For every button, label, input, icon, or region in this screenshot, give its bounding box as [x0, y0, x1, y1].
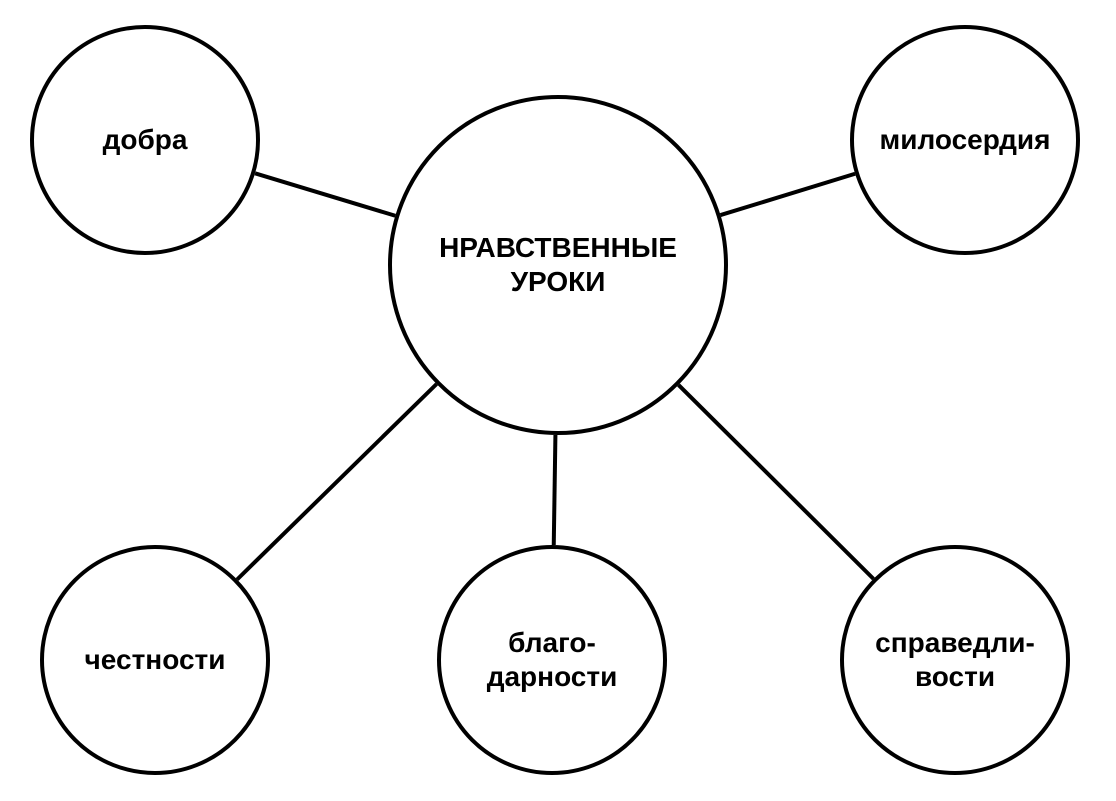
outer-node-5-label: справедли- вости — [875, 626, 1035, 693]
edge — [721, 174, 856, 215]
center-node: НРАВСТВЕННЫЕ УРОКИ — [388, 95, 728, 435]
outer-node-3-label: честности — [85, 643, 226, 677]
edge — [237, 384, 436, 580]
outer-node-3: честности — [40, 545, 270, 775]
outer-node-5: справедли- вости — [840, 545, 1070, 775]
outer-node-4: благо- дарности — [437, 545, 667, 775]
outer-node-2-label: милосердия — [880, 123, 1051, 157]
outer-node-4-label: благо- дарности — [487, 626, 618, 693]
center-node-label: НРАВСТВЕННЫЕ УРОКИ — [439, 231, 677, 298]
edge — [554, 435, 556, 545]
outer-node-1-label: добра — [103, 123, 188, 157]
outer-node-2: милосердия — [850, 25, 1080, 255]
edge — [679, 385, 874, 579]
edge — [255, 173, 395, 215]
outer-node-1: добра — [30, 25, 260, 255]
